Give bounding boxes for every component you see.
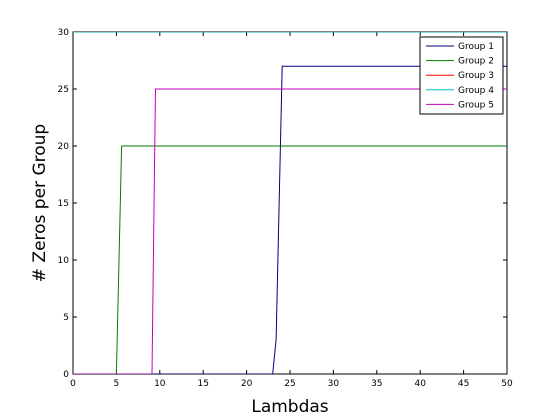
x-tick-label: 35 (371, 379, 382, 389)
x-tick-label: 10 (154, 379, 166, 389)
x-tick-label: 5 (114, 379, 120, 389)
legend-label: Group 5 (458, 100, 494, 110)
y-tick-label: 30 (58, 28, 70, 38)
series-line-group-5 (73, 88, 507, 374)
legend-label: Group 1 (458, 42, 494, 52)
legend-label: Group 3 (458, 71, 494, 81)
x-tick-label: 30 (328, 379, 340, 389)
x-tick-label: 25 (284, 379, 295, 389)
x-tick-label: 15 (197, 379, 208, 389)
x-tick-label: 0 (70, 379, 76, 389)
y-tick-label: 10 (58, 256, 70, 266)
y-tick-label: 0 (63, 370, 69, 380)
legend: Group 1 Group 2 Group 3 Group 4 Group 5 (419, 36, 504, 115)
legend-label: Group 2 (458, 57, 494, 67)
y-tick-label: 25 (58, 85, 69, 95)
series-line-group-2 (73, 145, 507, 374)
axis-ticks: 0 5 10 15 20 25 30 35 40 45 50 0 5 10 15 20 25 30 (58, 28, 513, 389)
x-tick-label: 40 (414, 379, 426, 389)
x-tick-label: 50 (501, 379, 513, 389)
y-axis-title: # Zeros per Group (30, 124, 50, 282)
x-axis-title: Lambdas (251, 397, 328, 417)
legend-label: Group 4 (458, 86, 494, 96)
y-tick-label: 5 (63, 313, 69, 323)
y-tick-label: 15 (58, 199, 69, 209)
y-tick-label: 20 (58, 142, 70, 152)
x-tick-label: 20 (241, 379, 253, 389)
series-lines (73, 32, 507, 374)
series-line-group-1 (73, 65, 507, 374)
x-tick-label: 45 (458, 379, 469, 389)
